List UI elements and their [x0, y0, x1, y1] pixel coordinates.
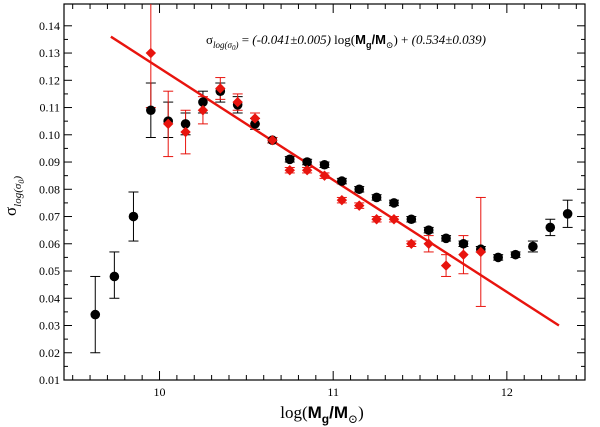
red-point: [423, 238, 434, 249]
black-point: [354, 184, 365, 195]
y-tick-label: 0.14: [39, 19, 60, 33]
red-point: [440, 260, 452, 271]
red-point: [249, 113, 261, 124]
y-tick-label: 0.07: [39, 210, 60, 224]
y-axis-label: σlog(σ0): [1, 176, 26, 216]
black-point: [371, 192, 382, 203]
black-point: [528, 241, 538, 252]
y-tick-label: 0.12: [39, 73, 60, 87]
black-point: [389, 198, 399, 208]
x-axis-label: log(Mg/M⊙): [280, 403, 364, 426]
red-point: [301, 165, 313, 176]
black-point: [406, 214, 417, 225]
y-tick-label: 0.01: [39, 373, 60, 387]
red-point: [458, 249, 469, 260]
black-point: [423, 225, 434, 235]
black-point: [545, 222, 556, 233]
red-point: [319, 170, 330, 181]
red-point: [197, 105, 209, 116]
x-tick-label: 11: [327, 385, 339, 399]
red-point: [475, 246, 486, 258]
black-point: [319, 159, 330, 170]
data-marks: [90, 4, 573, 354]
red-point: [145, 47, 157, 59]
black-point: [441, 233, 451, 244]
y-tick-label: 0.08: [39, 182, 60, 196]
black-point: [510, 249, 521, 260]
black-point: [302, 157, 312, 167]
y-tick-label: 0.05: [39, 264, 60, 278]
y-tick-label: 0.02: [39, 346, 60, 360]
red-point: [215, 83, 226, 94]
black-point: [180, 119, 191, 129]
red-point: [388, 214, 400, 225]
black-point: [458, 238, 469, 249]
x-tick-labels: 10 11 12: [154, 385, 513, 399]
red-point: [232, 96, 243, 108]
red-point: [267, 135, 278, 146]
x-tick-label: 10: [154, 385, 166, 399]
red-point: [371, 214, 382, 225]
y-tick-label: 0.10: [39, 128, 60, 142]
black-point: [146, 105, 156, 116]
y-tick-label: 0.13: [39, 46, 60, 60]
x-tick-label: 12: [501, 385, 513, 399]
fit-annotation: σlog(σ0) = (-0.041±0.005) log(Mg/M⊙) + (…: [206, 32, 486, 52]
black-point: [250, 119, 260, 129]
red-point: [163, 118, 174, 130]
y-tick-labels: 0.01 0.02 0.03 0.04 0.05 0.06 0.07 0.08 0.09 0.10…: [39, 19, 60, 387]
black-point: [198, 97, 208, 107]
red-point: [354, 200, 365, 211]
red-point: [336, 194, 348, 206]
red-point: [284, 165, 295, 176]
y-tick-label: 0.06: [39, 237, 60, 251]
fit-line: [110, 35, 560, 327]
plot-area: [63, 3, 586, 381]
y-tick-label: 0.03: [39, 319, 60, 333]
y-tick-label: 0.11: [39, 101, 60, 115]
black-point: [128, 211, 139, 222]
y-tick-label: 0.09: [39, 155, 60, 169]
red-point: [180, 126, 191, 138]
red-point: [406, 238, 417, 249]
y-tick-label: 0.04: [39, 291, 60, 305]
black-point: [90, 309, 101, 320]
black-point: [493, 252, 503, 263]
black-point: [562, 208, 573, 219]
ticks: [64, 4, 585, 381]
black-point: [337, 176, 347, 186]
black-point: [109, 271, 120, 282]
black-point: [284, 154, 295, 165]
